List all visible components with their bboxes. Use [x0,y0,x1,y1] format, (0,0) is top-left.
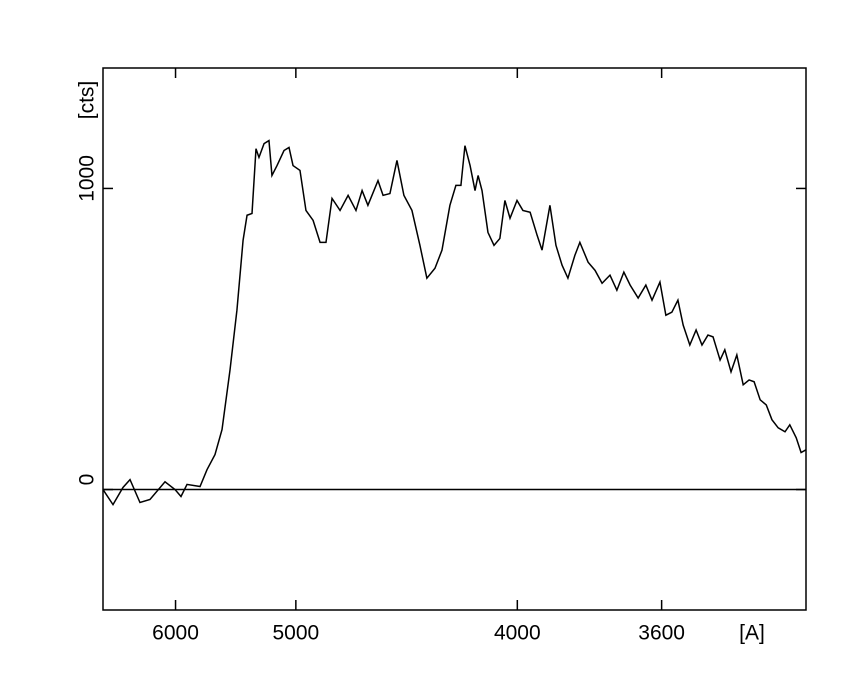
spectrum-line [102,139,807,507]
x-tick-label: 4000 [494,622,541,645]
y-tick-label: 1000 [76,155,99,202]
x-tick-label: 5000 [272,622,319,645]
x-axis-label: [A] [739,622,765,645]
x-tick-label: 6000 [152,622,199,645]
y-tick-label: 0 [76,474,99,486]
plot-frame [102,67,807,611]
x-tick-label: 3600 [638,622,685,645]
y-axis-label: [cts] [76,81,99,120]
